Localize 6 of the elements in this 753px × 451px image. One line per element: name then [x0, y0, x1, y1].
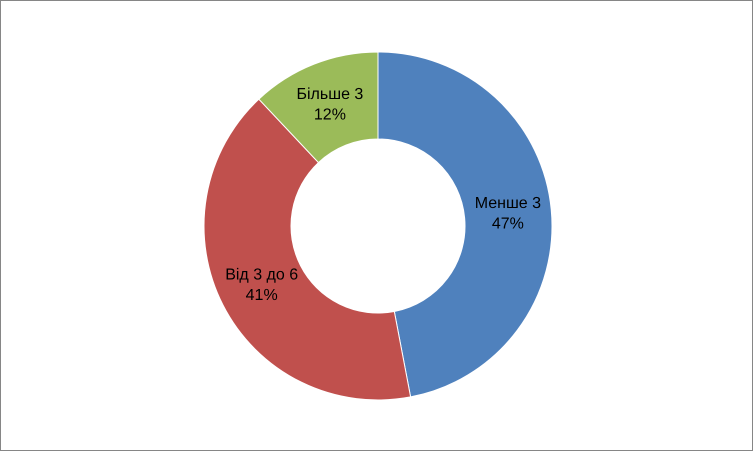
data-label: 12% [314, 106, 346, 124]
slice-label: Від 3 до 6 [225, 266, 298, 284]
data-label: 41% [246, 287, 278, 304]
slice-label: Менше 3 [474, 194, 542, 212]
data-label: 47% [492, 216, 524, 233]
slice-label: Більше 3 [296, 86, 364, 103]
